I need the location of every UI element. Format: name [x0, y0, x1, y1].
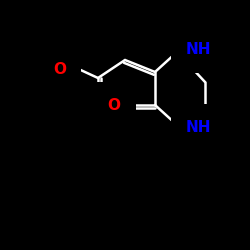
Text: NH: NH: [186, 42, 212, 58]
Text: O: O: [108, 98, 121, 112]
Text: O: O: [53, 62, 66, 78]
Text: NH: NH: [186, 120, 212, 134]
Text: O: O: [107, 98, 120, 112]
